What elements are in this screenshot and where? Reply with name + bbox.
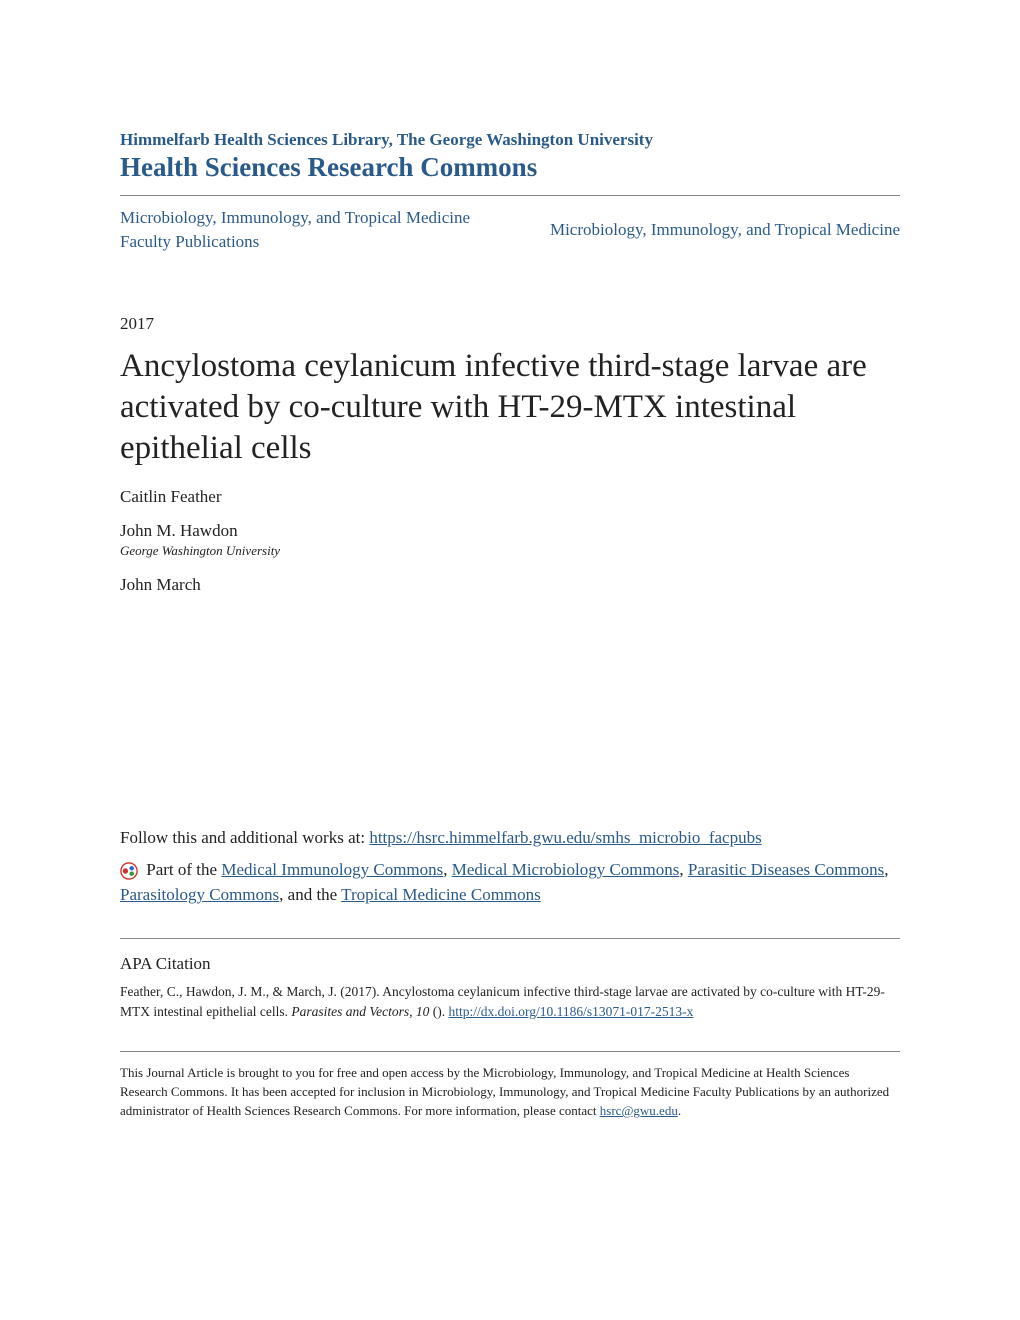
- author-affiliation: George Washington University: [120, 543, 900, 559]
- department-link[interactable]: Microbiology, Immunology, and Tropical M…: [550, 220, 900, 240]
- subject-link[interactable]: Medical Microbiology Commons: [452, 860, 680, 879]
- author-block: Caitlin Feather: [120, 487, 900, 507]
- header-divider: [120, 195, 900, 196]
- follow-line: Follow this and additional works at: htt…: [120, 825, 900, 851]
- collection-link[interactable]: Microbiology, Immunology, and Tropical M…: [120, 206, 520, 254]
- subject-link[interactable]: Parasitology Commons: [120, 885, 279, 904]
- separator: ,: [679, 860, 688, 879]
- article-metadata: 2017 Ancylostoma ceylanicum infective th…: [120, 314, 900, 596]
- follow-prefix: Follow this and additional works at:: [120, 828, 369, 847]
- citation-header: APA Citation: [120, 938, 900, 977]
- doi-link[interactable]: http://dx.doi.org/10.1186/s13071-017-251…: [448, 1004, 693, 1019]
- page-header: Himmelfarb Health Sciences Library, The …: [120, 130, 900, 254]
- publication-year: 2017: [120, 314, 900, 334]
- article-title: Ancylostoma ceylanicum infective third-s…: [120, 346, 900, 470]
- author-name: Caitlin Feather: [120, 487, 900, 507]
- citation-journal: Parasites and Vectors, 10: [291, 1004, 432, 1019]
- separator: ,: [884, 860, 888, 879]
- institution-name: Himmelfarb Health Sciences Library, The …: [120, 130, 900, 150]
- follow-url[interactable]: https://hsrc.himmelfarb.gwu.edu/smhs_mic…: [369, 828, 761, 847]
- part-of-prefix: Part of the: [146, 860, 221, 879]
- subheader-row: Microbiology, Immunology, and Tropical M…: [120, 206, 900, 254]
- footer-body: This Journal Article is brought to you f…: [120, 1065, 889, 1118]
- footer-period: .: [678, 1103, 681, 1118]
- author-block: John March: [120, 575, 900, 595]
- author-block: John M. Hawdon George Washington Univers…: [120, 521, 900, 559]
- commons-title[interactable]: Health Sciences Research Commons: [120, 152, 900, 183]
- part-of-line: Part of the Medical Immunology Commons , …: [120, 857, 900, 908]
- contact-email[interactable]: hsrc@gwu.edu: [600, 1103, 678, 1118]
- author-name: John March: [120, 575, 900, 595]
- author-name: John M. Hawdon: [120, 521, 900, 541]
- citation-text: Feather, C., Hawdon, J. M., & March, J. …: [120, 982, 900, 1021]
- network-icon: [120, 862, 138, 880]
- separator: ,: [443, 860, 452, 879]
- footer-text: This Journal Article is brought to you f…: [120, 1051, 900, 1121]
- subject-link[interactable]: Medical Immunology Commons: [221, 860, 443, 879]
- follow-section: Follow this and additional works at: htt…: [120, 825, 900, 1121]
- subject-link[interactable]: Tropical Medicine Commons: [341, 885, 541, 904]
- citation-suffix: ().: [433, 1004, 449, 1019]
- subject-link[interactable]: Parasitic Diseases Commons: [688, 860, 884, 879]
- connector: , and the: [279, 885, 341, 904]
